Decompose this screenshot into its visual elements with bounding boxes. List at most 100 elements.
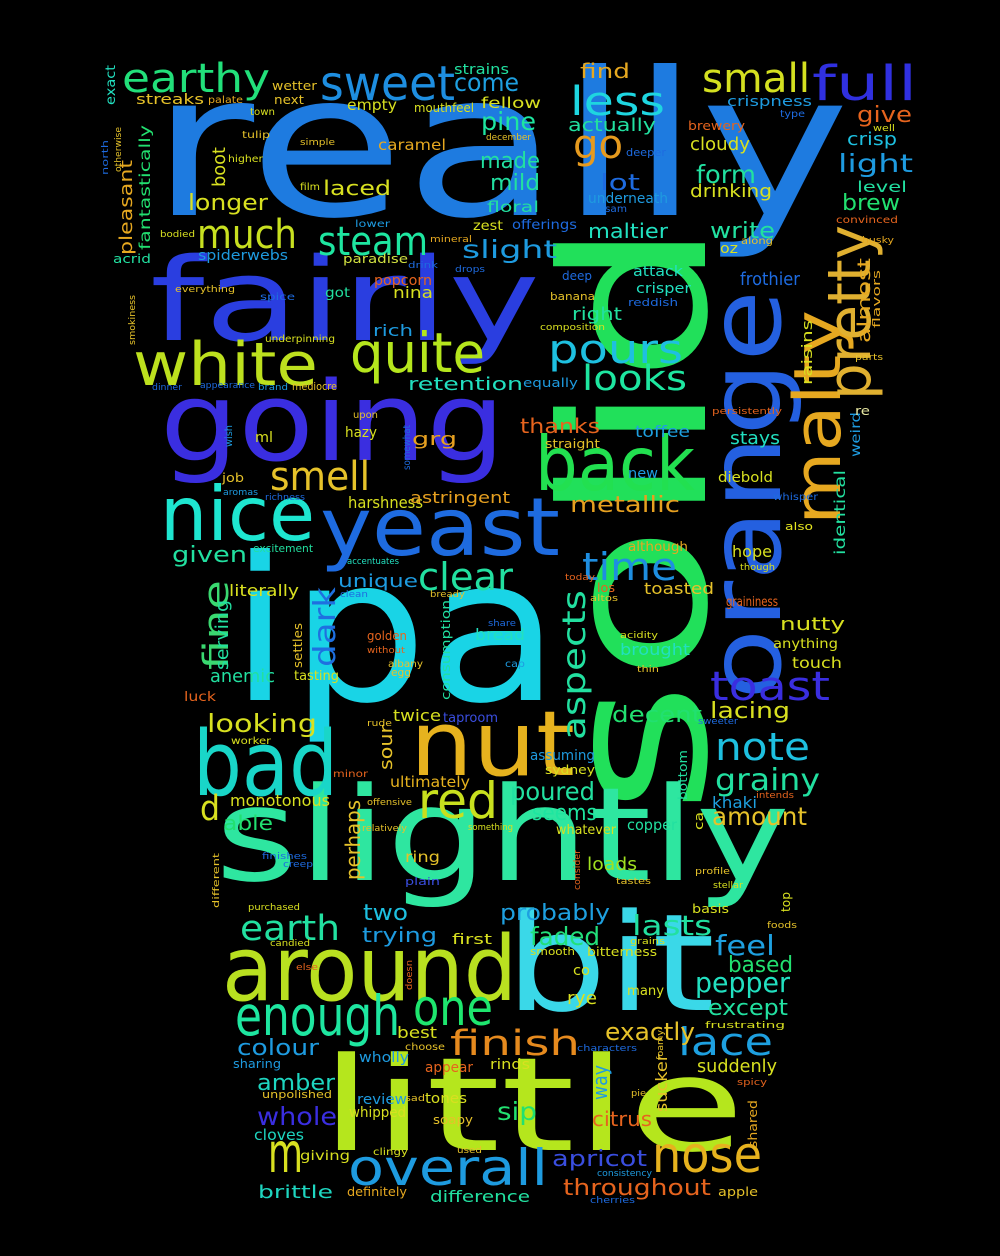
word: wholly bbox=[359, 1050, 409, 1066]
word: made bbox=[480, 149, 540, 174]
word: tulip bbox=[242, 130, 270, 141]
word: bit bbox=[505, 885, 715, 1042]
word: crisper bbox=[636, 281, 691, 297]
word: clean bbox=[340, 590, 368, 600]
word: whisper bbox=[773, 492, 819, 503]
word: finishes bbox=[262, 852, 307, 862]
word: taproom bbox=[443, 711, 498, 726]
word: steam bbox=[318, 219, 428, 265]
word: white bbox=[133, 330, 318, 400]
word: brewery bbox=[688, 119, 745, 133]
word: underneath bbox=[588, 191, 668, 207]
word: raisins bbox=[800, 320, 816, 385]
word: smell bbox=[270, 454, 370, 500]
word: copper bbox=[627, 816, 678, 834]
word: fairly bbox=[150, 234, 540, 368]
word: foods bbox=[767, 921, 797, 931]
word: sour bbox=[376, 724, 397, 770]
word: albany bbox=[388, 659, 423, 670]
word: husky bbox=[862, 236, 895, 246]
word: whipped bbox=[349, 1105, 406, 1121]
word: d bbox=[200, 789, 220, 829]
word: perhaps bbox=[341, 800, 365, 880]
word: way bbox=[588, 1065, 612, 1100]
word: soapy bbox=[433, 1113, 473, 1127]
word: pepper bbox=[695, 966, 790, 999]
word: sucker bbox=[652, 1054, 671, 1112]
word: co bbox=[573, 963, 590, 979]
word: whole bbox=[257, 1102, 337, 1131]
word: nose bbox=[652, 1126, 762, 1184]
word: wish bbox=[224, 425, 235, 447]
word: grg bbox=[412, 429, 457, 450]
word: malty bbox=[781, 310, 856, 525]
word: many bbox=[627, 984, 664, 999]
word: minor bbox=[333, 769, 369, 780]
word: whatever bbox=[556, 823, 617, 838]
word: yeast bbox=[320, 481, 560, 574]
word: offerings bbox=[512, 218, 577, 233]
word: red bbox=[418, 772, 498, 830]
word: foamy bbox=[656, 1029, 666, 1060]
word: acrid bbox=[113, 252, 151, 266]
word: colour bbox=[237, 1036, 320, 1061]
word: looks bbox=[582, 359, 687, 399]
word: sam bbox=[605, 204, 627, 215]
word: appear bbox=[425, 1060, 473, 1076]
word: mineral bbox=[430, 235, 472, 245]
word: sad bbox=[405, 1094, 425, 1104]
word: give bbox=[857, 103, 912, 128]
word: boot bbox=[209, 147, 230, 187]
word: next bbox=[274, 93, 304, 107]
word: review bbox=[357, 1092, 407, 1108]
word: smooth bbox=[530, 945, 575, 958]
word: characters bbox=[577, 1044, 637, 1054]
word: without bbox=[367, 646, 406, 656]
word: spicy bbox=[737, 1078, 768, 1088]
word: consumption bbox=[439, 600, 453, 700]
word: go bbox=[573, 122, 623, 168]
word: throughout bbox=[563, 1176, 711, 1201]
word: relatively bbox=[362, 824, 408, 834]
word: small bbox=[702, 56, 810, 102]
word: enough bbox=[235, 984, 400, 1048]
word: exact bbox=[104, 65, 119, 105]
word: somewhat bbox=[402, 425, 413, 470]
word: streaks bbox=[136, 92, 204, 108]
word: based bbox=[728, 953, 793, 978]
word: ml bbox=[255, 430, 273, 446]
word: pine bbox=[481, 107, 536, 136]
word: richness bbox=[265, 493, 305, 503]
word: deeper bbox=[626, 146, 666, 159]
word: frothier bbox=[740, 269, 801, 290]
word: sweet bbox=[320, 56, 455, 112]
word: ring bbox=[405, 848, 440, 866]
word: harshness bbox=[348, 493, 423, 512]
word: lot bbox=[600, 171, 641, 196]
word: crisp bbox=[847, 129, 897, 150]
word: town bbox=[250, 107, 275, 118]
word: persistently bbox=[712, 407, 783, 417]
word: nina bbox=[393, 283, 433, 302]
word: bad bbox=[193, 712, 338, 817]
word: mediocre bbox=[292, 380, 337, 393]
word: except bbox=[708, 996, 788, 1021]
word: mouthfeel bbox=[414, 101, 474, 115]
word: fantastically bbox=[136, 125, 154, 250]
word: weird bbox=[849, 412, 864, 457]
word: settles bbox=[291, 623, 305, 668]
word: lacing bbox=[710, 699, 790, 724]
word: identical bbox=[831, 470, 849, 555]
word: earthy bbox=[122, 56, 270, 102]
word: grainy bbox=[715, 763, 820, 798]
word: cap bbox=[505, 659, 525, 670]
word: underpinning bbox=[265, 334, 335, 345]
word: going bbox=[160, 358, 505, 486]
word: looking bbox=[207, 709, 317, 738]
word: intends bbox=[756, 791, 794, 801]
word: otherwise bbox=[114, 127, 124, 172]
word: nut bbox=[410, 692, 575, 797]
word: parts bbox=[855, 353, 883, 363]
